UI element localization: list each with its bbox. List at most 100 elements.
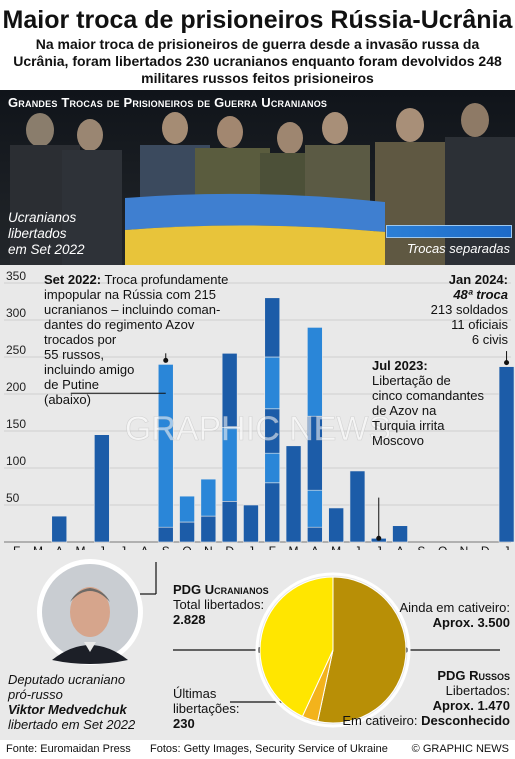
annotation-line: 213 soldados [430,302,508,317]
bar-segment [328,507,344,543]
annotation-head: Jul 2023: [372,358,428,373]
annotation-line: incluindo amigo [44,362,135,377]
bar-segment [157,526,174,543]
legend-label: Trocas separadas [406,241,510,256]
x-tick-label: A [396,544,404,550]
y-tick-label: 200 [6,380,26,394]
y-tick-label: 100 [6,454,26,468]
page-title: Maior troca de prisioneiros Rússia-Ucrân… [2,6,513,34]
photo-caption: Ucranianos libertados em Set 2022 [8,210,85,258]
photo-caption-line: Ucranianos [8,210,77,225]
person-caption: Deputado ucraniano pró-russo Viktor Medv… [8,672,158,732]
bar-segment [285,445,302,543]
x-tick-label: J [120,544,126,550]
annotation-line: cinco comandantes [372,388,485,403]
captive-label: Ainda em cativeiro: [399,600,510,615]
chart-legend: Trocas separadas [386,225,512,256]
x-tick-label: O [438,544,447,550]
annotation-line: ucranianos – incluindo coman- [44,302,221,317]
ukraine-freed-value: 2.828 [173,612,206,627]
portrait-illustration [52,587,128,664]
x-tick-label: D [481,544,490,550]
y-tick-label: 300 [6,306,26,320]
bar-segment [179,495,195,523]
annotation-sep-2022: Set 2022: Troca profundamente impopular … [44,272,294,407]
pie-slice [259,576,334,717]
x-tick-label: O [182,544,191,550]
x-tick-label: F [13,544,20,550]
annotation-line: Turquia irrita [372,418,445,433]
bar-segment [51,515,68,543]
y-tick-label: 150 [6,417,26,431]
annotation-line: 55 russos, [44,347,104,362]
bar-chart: 50 100 150 200 250 300 350 F M A M J J A S O N D J F M A M J J A S… [4,269,515,550]
ukraine-pow-block: PDG Ucranianos Total libertados: 2.828 [173,582,313,627]
photo-caption-line: libertados [8,226,67,241]
russia-freed-value: Aprox. 1.470 [432,698,510,713]
bar-segment [200,478,217,517]
x-tick-label: A [55,544,63,550]
x-tick-label: D [225,544,234,550]
annotation-line: trocados por [44,332,117,347]
bar-segment [221,501,238,543]
pie-chart [255,572,411,728]
legend-swatch [386,225,512,238]
x-tick-label: A [311,544,319,550]
annotation-line: 11 oficiais [451,317,508,332]
annotation-jul-2023: Jul 2023: Libertação de cinco comandante… [372,358,502,448]
x-tick-label: J [376,544,382,550]
bar-segment [264,452,281,484]
bar-segment [221,353,238,428]
y-tick-label: 250 [6,343,26,357]
bar-segment [94,434,110,543]
prisoners-photo [0,90,515,265]
x-tick-label: A [140,544,148,550]
pie-slice [317,576,407,724]
chart-background [0,265,515,550]
x-tick-label: M [33,544,43,550]
x-tick-label: N [460,544,469,550]
footer: Fonte: Euromaidan Press Fotos: Getty Ima… [0,740,515,759]
ukraine-freed-label: Total libertados: [173,597,265,612]
x-tick-label: M [331,544,341,550]
annotation-line: Troca profundamente [104,272,229,287]
annotation-head: Jan 2024: [448,272,508,287]
ukraine-pow-title: PDG Ucranianos [173,582,269,597]
bar-segment [264,482,281,543]
bar-segment [243,504,259,543]
person-name: Viktor Medvedchuk [8,702,127,717]
annotation-line: de Putine [44,377,99,392]
bar-segment [307,327,323,417]
x-tick-label: M [76,544,86,550]
russia-freed-label: Libertados: [445,683,510,698]
bar-segment [264,297,281,358]
annotation-jan-2024: Jan 2024: 48ª troca 213 soldados 11 ofic… [400,272,508,347]
russia-captive-label: Em cativeiro: [342,713,418,728]
photo-header: Grandes Trocas de Prisioneiros de Guerra… [8,95,328,110]
annotation-line: Libertação de [372,373,451,388]
annotation-head: Set 2022: [44,272,102,287]
bar-segment [307,489,323,528]
watermark: GRAPHIC NEWS [125,410,391,448]
y-tick-label: 50 [6,491,20,505]
x-tick-label: J [504,544,510,550]
footer-photos: Fotos: Getty Images, Security Service of… [150,743,388,755]
bar-segment [179,521,195,543]
bottom-graphics [37,559,500,728]
bar-segment [498,366,515,543]
russia-pow-title: PDG Russos [437,668,510,683]
page-subtitle: Na maior troca de prisioneiros de guerra… [13,36,502,86]
annotation-dot [504,360,510,366]
annotation-dot [376,535,382,541]
x-tick-label: S [162,544,170,550]
latest-value: 230 [173,716,195,731]
latest-release-block: Últimas libertações: 230 [173,686,273,731]
bar-segment [307,526,323,543]
x-tick-label: S [417,544,425,550]
bar-segment [392,525,408,543]
bar-segment [349,470,366,543]
bar-segment [157,364,174,528]
annotation-line: impopular na Rússia com 215 [44,287,216,302]
footer-copyright: © GRAPHIC NEWS [411,743,509,755]
footer-source: Fonte: Euromaidan Press [6,743,131,755]
